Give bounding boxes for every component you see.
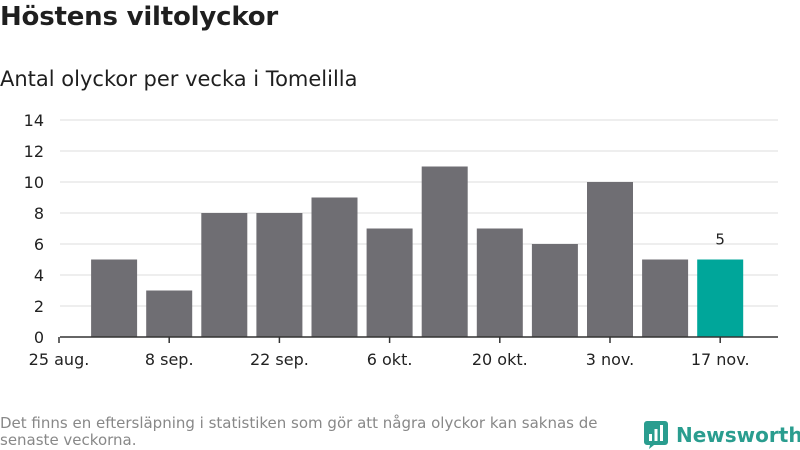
brand-logo-group: Newsworthy <box>644 420 800 450</box>
bar-chart-badge-icon <box>644 421 668 449</box>
bar <box>366 228 413 337</box>
y-tick-label: 2 <box>34 297 44 316</box>
bar <box>531 244 578 337</box>
bar <box>476 228 523 337</box>
x-tick-label: 3 nov. <box>586 350 635 369</box>
y-tick-label: 14 <box>24 111 44 130</box>
y-tick-label: 8 <box>34 204 44 223</box>
y-tick-label: 12 <box>24 142 44 161</box>
x-tick-label: 22 sep. <box>250 350 309 369</box>
bar <box>146 290 193 337</box>
y-tick-label: 4 <box>34 266 44 285</box>
x-tick-label: 25 aug. <box>29 350 90 369</box>
bar <box>697 259 744 337</box>
x-tick-label: 17 nov. <box>691 350 750 369</box>
bar <box>256 213 303 337</box>
x-tick-label: 8 sep. <box>145 350 194 369</box>
chart-title: Höstens viltolyckor <box>0 2 279 32</box>
chart-subtitle: Antal olyckor per vecka i Tomelilla <box>0 67 358 91</box>
y-tick-label: 6 <box>34 235 44 254</box>
bar-chart: 0 2 4 6 8 10 12 14 5 25 aug. 8 sep. 22 sep. 6 okt. 20… <box>24 111 778 369</box>
x-tick-label: 6 okt. <box>367 350 413 369</box>
data-label: 5 <box>715 231 725 249</box>
footnote: Det finns en eftersläpning i statistiken… <box>0 414 598 449</box>
bar <box>311 197 358 337</box>
bar <box>91 259 138 337</box>
bar <box>587 182 633 337</box>
y-tick-label: 10 <box>24 173 44 192</box>
x-tick-label: 20 okt. <box>472 350 528 369</box>
bar <box>421 166 468 337</box>
bar <box>642 259 689 337</box>
y-tick-label: 0 <box>34 328 44 347</box>
brand-name: Newsworthy <box>676 423 800 447</box>
bar <box>201 213 248 337</box>
